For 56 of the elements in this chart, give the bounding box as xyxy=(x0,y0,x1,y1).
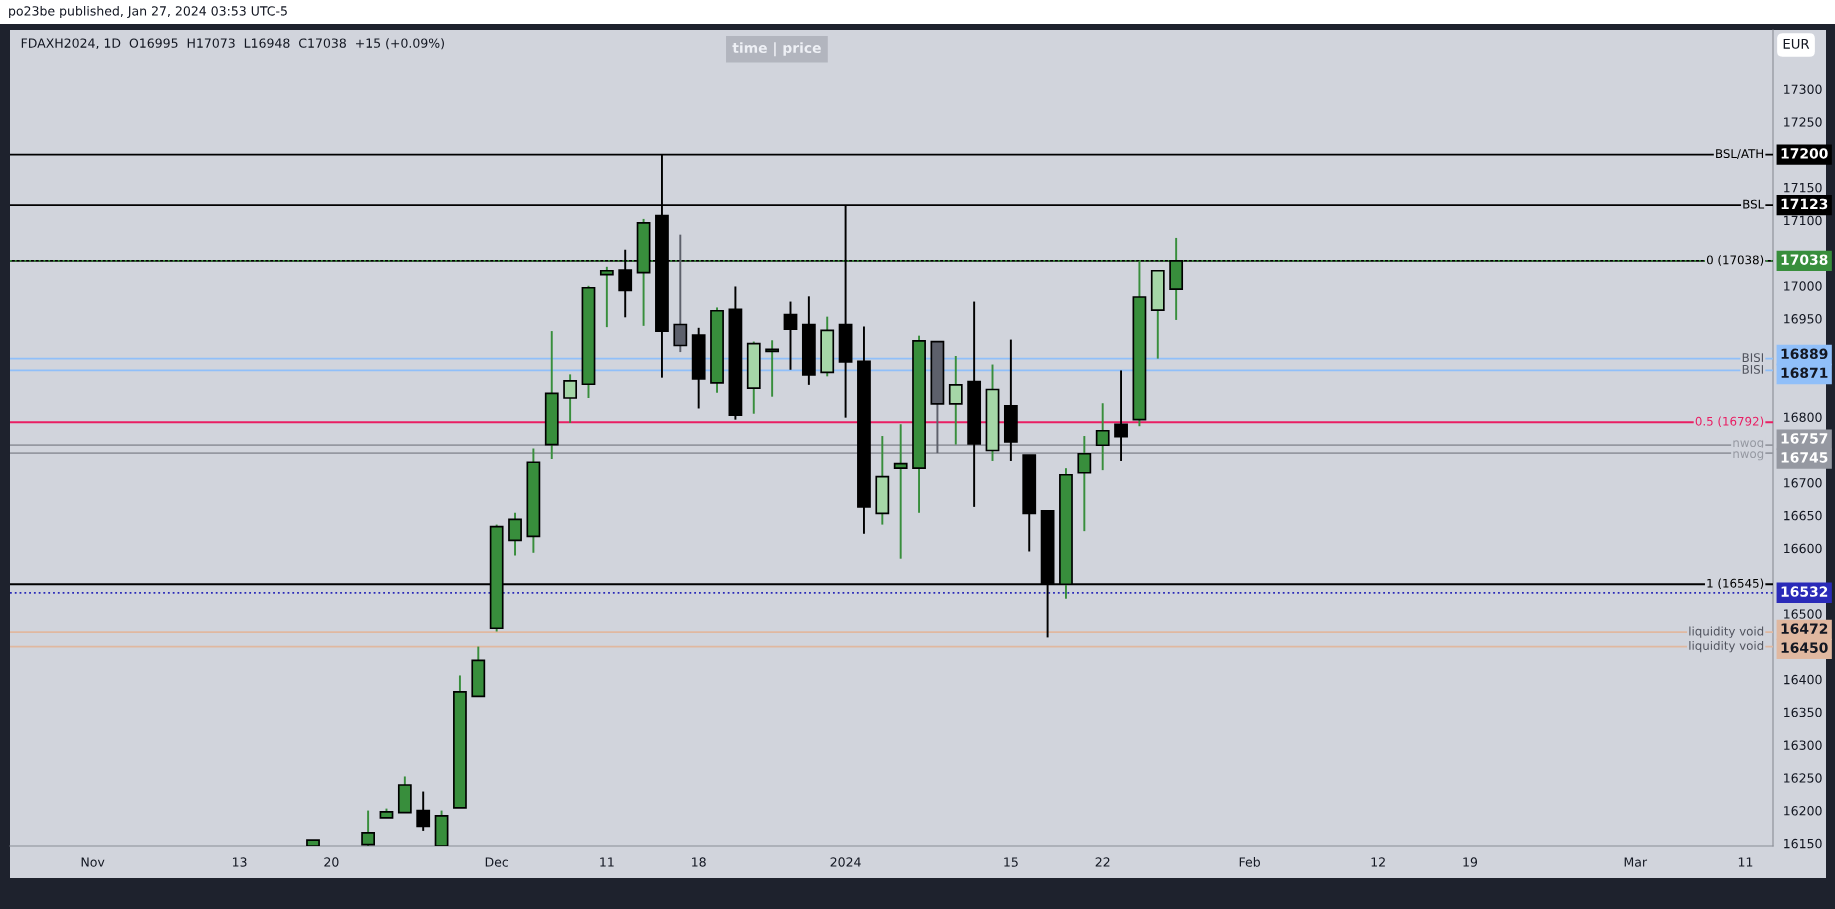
annotation: 0.5 (16792) xyxy=(1695,416,1764,428)
y-tick-label: 16350 xyxy=(1784,707,1822,718)
y-tick-label: 16400 xyxy=(1784,674,1822,685)
ref-line-label: 16871 xyxy=(1781,367,1828,379)
ref-line-label: 16472 xyxy=(1781,623,1828,634)
annotation: BSL xyxy=(1743,199,1765,209)
chart-title: po23be published, Jan 27, 2024 03:53 UTC-5 xyxy=(9,5,287,19)
ref-line-label: 17038 xyxy=(1781,254,1828,265)
y-tick-label: 16250 xyxy=(1784,773,1822,783)
x-tick-label: 19 xyxy=(1463,857,1478,867)
x-tick-label: Dec xyxy=(485,857,508,867)
x-tick-label: 20 xyxy=(324,857,339,867)
annotation: 1 (16545) xyxy=(1707,578,1764,590)
y-tick-label: 16700 xyxy=(1784,478,1822,488)
annotation: BISI xyxy=(1742,364,1764,374)
y-tick-label: 16500 xyxy=(1784,609,1822,619)
text: FDAXH2024, 1D O16995 H17073 L16948 C17038 +15 (+0.09%) xyxy=(21,38,444,50)
ref-line-label: 16450 xyxy=(1781,642,1828,653)
x-tick-label: 15 xyxy=(1004,857,1018,867)
ref-line-label: 16889 xyxy=(1781,348,1828,360)
ref-line-label: 16757 xyxy=(1781,433,1828,444)
ref-line-label: 16532 xyxy=(1781,586,1828,597)
ref-line-label: 16745 xyxy=(1781,452,1828,463)
annotation: nwog xyxy=(1733,440,1764,450)
x-tick-label: 22 xyxy=(1095,857,1110,867)
annotation: BSL/ATH xyxy=(1716,149,1764,159)
annotation: BISI xyxy=(1742,353,1764,363)
y-tick-label: 17000 xyxy=(1784,281,1822,291)
y-tick-label: 17250 xyxy=(1784,117,1822,127)
annotation: liquidity void xyxy=(1689,626,1764,638)
y-tick-label: 16200 xyxy=(1784,806,1822,816)
x-tick-label: Feb xyxy=(1239,857,1260,867)
y-tick-label: 16650 xyxy=(1784,510,1822,521)
ref-line-label: 17200 xyxy=(1781,148,1828,159)
y-tick-label: 16150 xyxy=(1784,838,1822,849)
y-tick-label: 17150 xyxy=(1784,182,1822,193)
x-tick-label: 11 xyxy=(600,857,614,867)
y-axis-title: EUR xyxy=(1783,39,1810,49)
annotation: time | price xyxy=(732,42,821,57)
y-tick-label: 16950 xyxy=(1784,314,1822,324)
x-tick-label: 18 xyxy=(692,857,706,867)
x-tick-label: Nov xyxy=(81,857,105,867)
x-tick-label: 13 xyxy=(232,857,247,867)
y-tick-label: 16300 xyxy=(1784,740,1822,750)
x-tick-label: 2024 xyxy=(830,857,861,867)
annotation: nwog xyxy=(1733,451,1764,461)
annotation: 0 (17038) xyxy=(1706,255,1764,266)
y-tick-label: 16600 xyxy=(1784,543,1822,554)
x-tick-label: 11 xyxy=(1738,857,1753,867)
x-tick-label: Mar xyxy=(1624,857,1648,867)
annotation: liquidity void xyxy=(1689,640,1764,653)
y-tick-label: 17100 xyxy=(1784,215,1822,226)
y-tick-label: 17300 xyxy=(1784,84,1822,94)
x-tick-label: 12 xyxy=(1371,857,1385,867)
y-tick-label: 16800 xyxy=(1784,412,1822,422)
ref-line-label: 17123 xyxy=(1781,198,1828,210)
